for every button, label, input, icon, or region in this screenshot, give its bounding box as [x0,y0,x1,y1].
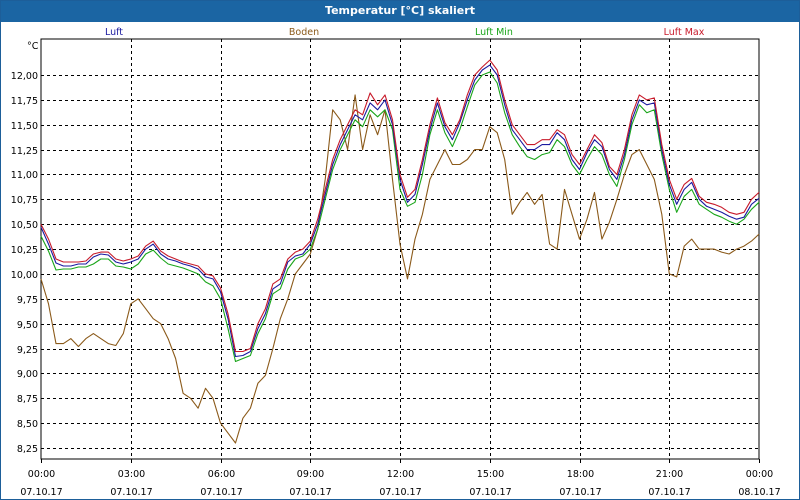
x-tick-label-time: 12:00 [387,469,414,480]
y-tick-label: 12,00 [11,71,38,82]
x-tick-label-time: 09:00 [297,469,324,480]
x-tick-label-time: 15:00 [477,469,504,480]
series-line-luft-max [40,59,760,353]
legend: Luft Boden Luft Min Luft Max [105,27,705,38]
y-tick-label: 9,75 [17,295,38,306]
x-tick-label-time: 18:00 [567,469,594,480]
series-line-luft-min [40,71,760,363]
chart-area: Luft Boden Luft Min Luft Max °C 12,00 11,75 1… [11,27,781,498]
x-tick-label-time: 00:00 [746,469,773,480]
y-tick-label: 9,50 [17,320,38,331]
legend-entry-luft: Luft [105,27,123,38]
x-tick-label-date: 07.10.17 [648,487,690,498]
x-tick-label-time: 06:00 [208,469,235,480]
y-tick-label: 11,25 [11,146,38,157]
legend-entry-boden: Boden [289,27,319,38]
y-tick-label: 11,50 [11,121,38,132]
chart-title: Temperatur [°C] skaliert [1,1,799,22]
x-tick-label-date: 08.10.17 [738,487,780,498]
x-tick-label-date: 07.10.17 [200,487,242,498]
y-axis-label: °C [27,41,39,52]
x-tick-label-time: 21:00 [656,469,683,480]
y-tick-label: 10,50 [11,220,38,231]
x-tick-label-date: 07.10.17 [469,487,511,498]
y-tick-label: 8,50 [17,419,38,430]
x-tick-label-time: 00:00 [28,469,55,480]
y-tick-label: 9,00 [17,369,38,380]
y-tick-label: 10,00 [11,270,38,281]
y-tick-label: 9,25 [17,345,38,356]
x-tick-label-date: 07.10.17 [110,487,152,498]
y-tick-label: 11,75 [11,96,38,107]
x-tick-label-date: 07.10.17 [559,487,601,498]
x-tick-label-time: 03:00 [118,469,145,480]
y-tick-label: 10,75 [11,195,38,206]
legend-entry-luft-min: Luft Min [475,27,513,38]
y-tick-label: 8,75 [17,394,38,405]
x-tick-label-date: 07.10.17 [379,487,421,498]
series-line-luft [40,64,760,358]
x-tick-label-date: 07.10.17 [289,487,331,498]
y-tick-label: 11,00 [11,170,38,181]
x-tick-label-date: 07.10.17 [20,487,62,498]
series-line-boden [40,94,760,444]
y-tick-label: 10,25 [11,245,38,256]
legend-entry-luft-max: Luft Max [664,27,705,38]
y-tick-label: 8,25 [17,444,38,455]
